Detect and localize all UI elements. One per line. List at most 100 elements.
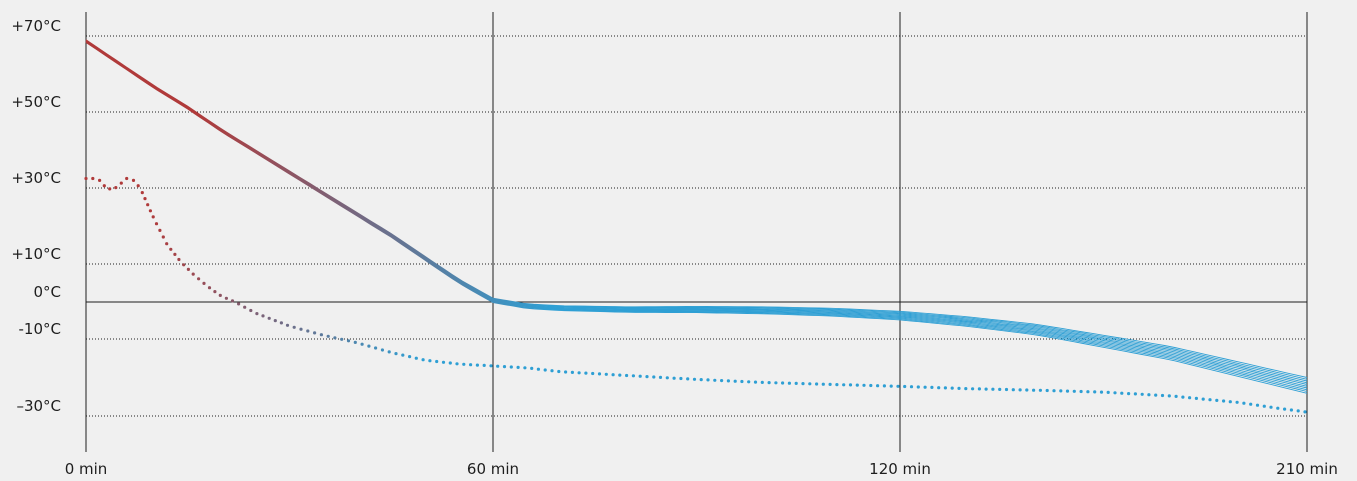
data-point: [151, 215, 155, 219]
data-point: [1079, 389, 1083, 394]
band-series-line: [85, 40, 1308, 382]
data-point: [753, 380, 758, 384]
data-point: [801, 382, 805, 386]
data-point: [1215, 398, 1219, 402]
data-point: [173, 252, 177, 256]
data-point: [597, 372, 602, 376]
data-point: [618, 373, 622, 377]
temperature-band-series: [85, 39, 1308, 394]
data-point: [740, 379, 744, 384]
data-point: [550, 369, 554, 373]
data-point: [991, 387, 995, 391]
data-point: [414, 356, 418, 360]
data-point: [869, 383, 873, 388]
data-point: [313, 331, 317, 335]
data-point: [401, 353, 405, 357]
data-point: [119, 181, 123, 185]
data-point: [611, 373, 615, 377]
data-point: [394, 352, 398, 356]
data-point: [1025, 388, 1029, 392]
data-point: [591, 371, 595, 376]
data-point: [146, 203, 150, 207]
data-point: [165, 242, 169, 246]
data-point: [182, 263, 186, 267]
data-point: [909, 385, 914, 389]
x-tick-label: 210 min: [1276, 460, 1338, 478]
data-point: [1106, 390, 1110, 394]
data-point: [367, 344, 371, 348]
data-point: [177, 257, 181, 262]
grid: [85, 12, 1308, 452]
data-point: [1038, 388, 1042, 392]
data-point: [1167, 394, 1171, 398]
data-point: [516, 365, 520, 369]
data-point: [672, 376, 676, 380]
data-point: [1262, 404, 1266, 408]
data-point: [249, 308, 253, 313]
data-point: [1269, 405, 1273, 409]
data-point: [1249, 402, 1253, 406]
data-point: [218, 293, 222, 297]
data-point: [441, 360, 446, 364]
data-point: [523, 366, 527, 370]
data-point: [1086, 390, 1090, 394]
data-point: [161, 235, 165, 239]
band-series-line: [85, 42, 1308, 394]
data-point: [984, 387, 988, 391]
data-point: [261, 314, 265, 318]
y-tick-label: +70°C: [11, 17, 61, 35]
data-point: [1194, 396, 1198, 400]
data-point: [285, 323, 290, 327]
data-point: [686, 377, 690, 381]
data-point: [903, 384, 907, 389]
data-point: [1052, 389, 1056, 393]
data-point: [1228, 400, 1232, 404]
data-point: [645, 375, 649, 379]
data-point: [237, 302, 241, 306]
data-point: [713, 378, 717, 382]
data-point: [213, 290, 217, 294]
data-point: [469, 363, 473, 367]
data-point: [108, 187, 112, 191]
data-point: [1133, 392, 1137, 396]
data-point: [387, 350, 391, 354]
data-point: [957, 386, 961, 390]
data-point: [652, 375, 656, 379]
y-tick-label: +50°C: [11, 93, 61, 111]
data-point: [496, 364, 500, 368]
data-point: [279, 321, 283, 325]
data-point: [564, 370, 568, 374]
data-point: [140, 191, 144, 195]
data-point: [1276, 406, 1280, 410]
data-point: [448, 361, 452, 365]
data-point: [733, 379, 737, 383]
data-point: [631, 374, 636, 378]
data-point: [726, 379, 731, 383]
data-point: [84, 176, 88, 181]
x-tick-label: 0 min: [65, 460, 108, 478]
data-point: [136, 184, 140, 188]
data-point: [1113, 391, 1117, 395]
data-point: [408, 355, 412, 359]
data-point: [889, 384, 893, 388]
data-point: [273, 319, 277, 323]
band-series-line: [85, 39, 1308, 380]
data-point: [937, 386, 941, 390]
data-point: [1303, 410, 1307, 414]
band-series-line: [85, 39, 1308, 378]
data-point: [787, 381, 792, 385]
data-point: [998, 387, 1002, 391]
data-point: [577, 371, 581, 375]
data-point: [267, 316, 271, 320]
data-point: [882, 384, 887, 388]
data-point: [306, 329, 310, 333]
data-point: [747, 380, 751, 384]
data-point: [950, 386, 954, 390]
data-point: [1235, 400, 1239, 404]
data-point: [326, 334, 330, 338]
data-point: [855, 383, 859, 387]
data-point: [154, 222, 159, 226]
dotted-temperature-series: [84, 176, 1307, 414]
data-point: [243, 305, 247, 309]
